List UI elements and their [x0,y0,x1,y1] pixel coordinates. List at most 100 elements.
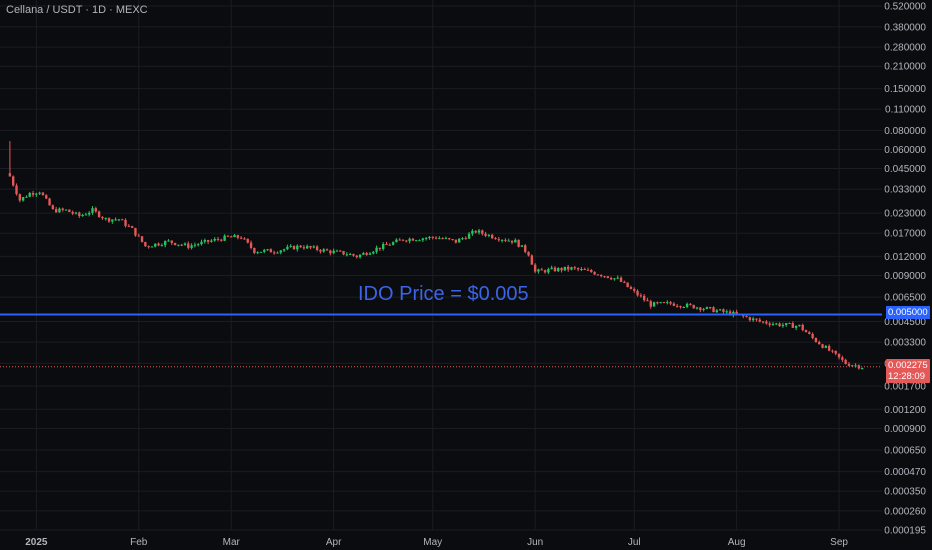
bar-countdown: 12:28:09 [888,371,925,382]
candle-body [656,302,659,304]
candle-body [629,287,633,289]
candle-body [685,303,689,308]
candle-body [213,238,216,241]
price-tick-label: 0.045000 [884,164,926,175]
candle-body [94,208,97,212]
candle-body [147,246,150,248]
candle-body [256,252,259,254]
candle-body [302,247,306,249]
candle-body [785,323,788,325]
candle-body [230,236,233,238]
candle-body [35,193,38,195]
candle-body [484,233,487,236]
candle-body [583,269,586,271]
candle-body [91,208,94,213]
candle-body [87,212,91,215]
candle-body [547,269,550,273]
candle-body [530,255,534,265]
candle-body [586,269,590,271]
price-tick-label: 0.060000 [884,145,926,156]
candle-body [385,243,388,245]
chart-title: Cellana / USDT · 1D · MEXC [6,4,148,16]
candle-body [54,209,58,213]
candle-body [679,306,682,308]
candle-body [332,250,335,254]
price-tick-label: 0.001200 [884,405,926,416]
candle-body [28,193,31,197]
candle-body [243,238,246,240]
candle-body [381,243,385,249]
candle-body [157,243,160,246]
candle-body [715,310,719,313]
candle-body [84,214,88,216]
candle-body [226,235,230,237]
candle-body [474,230,477,233]
candle-body [761,321,765,323]
candle-body [520,245,524,247]
candle-body [735,311,738,314]
candle-body [768,323,771,325]
candle-body [510,240,514,243]
candle-body [834,350,837,354]
candle-body [438,238,441,240]
candle-body [127,225,131,227]
candle-body [666,302,669,304]
candle-body [533,264,537,272]
candle-body [609,278,613,280]
candle-body [154,243,157,247]
candle-body [150,246,154,248]
candle-body [276,252,279,254]
candle-body [448,238,451,240]
candles [8,141,864,370]
candle-body [292,245,296,250]
candle-body [788,323,791,325]
candle-body [804,330,808,333]
candle-body [854,365,857,367]
candle-body [550,267,553,270]
candle-body [249,242,253,248]
candle-body [580,269,583,271]
candle-body [71,211,74,214]
candle-body [137,235,140,237]
candle-body [775,323,778,325]
price-tick-label: 0.080000 [884,126,926,137]
candle-body [755,318,758,320]
price-tick-label: 0.009000 [884,271,926,282]
candle-body [778,323,781,327]
candle-body [675,305,679,307]
candle-body [388,244,391,246]
candle-body [12,176,15,186]
time-tick-label: 2025 [25,537,48,548]
time-tick-label: Apr [326,537,342,548]
price-tick-label: 0.001700 [884,382,926,393]
candle-body [193,244,197,246]
candle-body [395,239,398,243]
candle-body [560,267,563,271]
time-tick-label: Jul [628,537,641,548]
candle-body [187,243,190,248]
candle-body [315,246,319,250]
candle-body [623,281,626,283]
time-tick-label: Mar [223,537,241,548]
candle-body [557,267,560,272]
candle-body [306,246,309,249]
candle-body [206,240,210,242]
price-tick-label: 0.210000 [884,62,926,73]
candle-body [401,239,405,241]
candle-body [669,302,672,304]
price-tick-label: 0.000650 [884,446,926,457]
candle-body [705,307,709,309]
candle-body [391,242,395,245]
candle-body [348,254,352,256]
candle-body [626,282,629,288]
price-tick-label: 0.023000 [884,209,926,220]
candle-body [114,219,117,221]
candle-body [709,307,712,309]
candle-body [342,250,345,255]
candle-body [74,212,78,214]
candle-body [725,311,728,313]
candle-body [345,254,349,256]
candle-body [253,247,256,253]
candle-body [616,277,619,279]
